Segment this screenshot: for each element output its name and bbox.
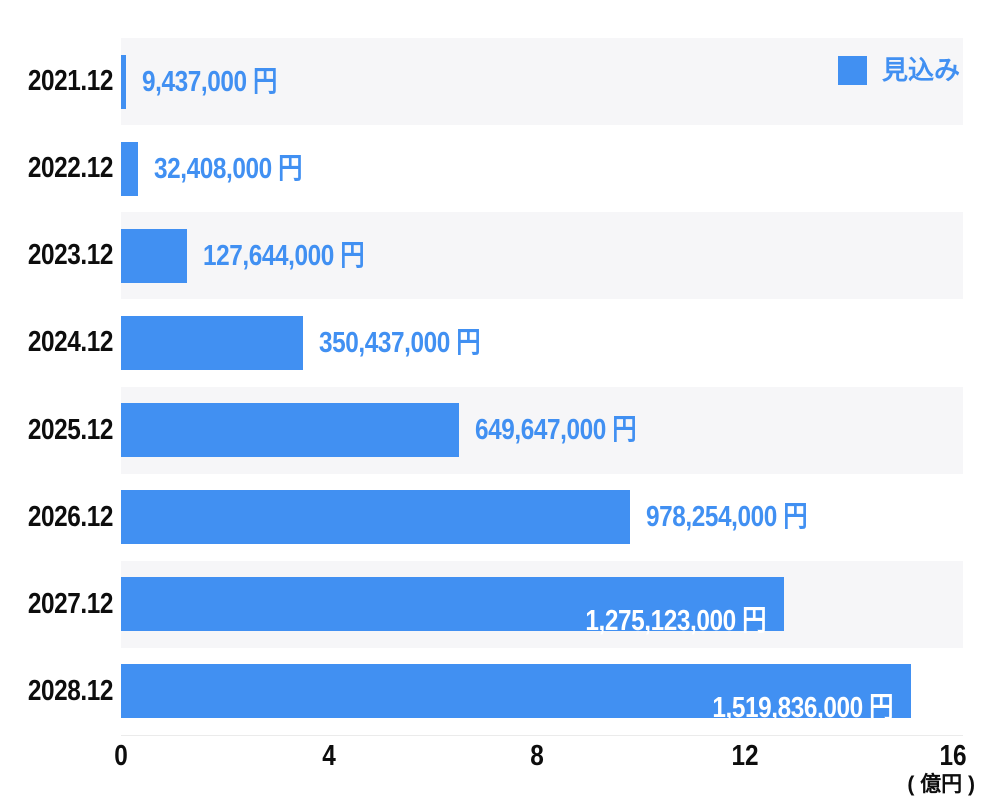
chart-row: 127,644,000 円 xyxy=(121,212,963,300)
bar-2024.12 xyxy=(121,315,304,370)
category-label-2024.12: 2024.12 xyxy=(27,326,114,359)
category-label-2027.12: 2027.12 xyxy=(27,587,114,620)
category-label-2026.12: 2026.12 xyxy=(27,500,114,533)
x-tick-4: 4 xyxy=(322,740,336,772)
x-tick-12: 12 xyxy=(731,740,759,772)
legend-swatch-icon xyxy=(838,56,867,85)
x-tick-0: 0 xyxy=(114,740,128,772)
bar-value-label: 1,275,123,000 円 xyxy=(585,604,767,637)
bar-2021.12 xyxy=(121,54,126,109)
chart-row: 649,647,000 円 xyxy=(121,386,963,474)
bar-value-label: 1,519,836,000 円 xyxy=(712,691,894,724)
legend-label: 見込み xyxy=(882,55,961,85)
chart-row: 32,408,000 円 xyxy=(121,125,963,212)
bar-value-label: 649,647,000 円 xyxy=(474,414,637,446)
bar-value-label: 32,408,000 円 xyxy=(153,152,302,185)
category-label-2025.12: 2025.12 xyxy=(27,413,114,446)
legend: 見込み xyxy=(838,56,960,85)
category-label-2021.12: 2021.12 xyxy=(27,65,114,97)
bar-2027.12: 1,275,123,000 円 xyxy=(121,577,785,637)
bar-2023.12 xyxy=(121,228,188,283)
bar-value-label: 350,437,000 円 xyxy=(319,326,481,359)
category-label-2022.12: 2022.12 xyxy=(27,152,114,185)
bar-2026.12 xyxy=(121,490,630,545)
chart-row: 978,254,000 円 xyxy=(121,474,963,561)
bar-value-label: 127,644,000 円 xyxy=(203,239,365,272)
category-label-2028.12: 2028.12 xyxy=(27,674,114,707)
chart-row: 1,275,123,000 円 xyxy=(121,560,963,648)
bar-value-label: 9,437,000 円 xyxy=(141,65,277,98)
bar-2022.12 xyxy=(121,141,138,196)
x-axis-unit-label: ( 億円 ) xyxy=(907,773,975,796)
chart-row: 9,437,000 円 xyxy=(121,38,963,126)
x-tick-8: 8 xyxy=(530,740,544,772)
bar-value-label: 978,254,000 円 xyxy=(645,501,808,534)
bar-2025.12 xyxy=(121,403,459,457)
x-axis: 0 4 8 12 16 xyxy=(114,739,967,773)
category-label-2023.12: 2023.12 xyxy=(27,239,114,272)
plot-area: 9,437,000 円 32,408,000 円 127,644,000 円 350,… xyxy=(121,38,963,736)
x-tick-16: 16 xyxy=(939,740,967,772)
bar-2028.12: 1,519,836,000 円 xyxy=(121,664,912,724)
chart-row: 1,519,836,000 円 xyxy=(121,648,963,735)
chart-row: 350,437,000 円 xyxy=(121,299,963,386)
